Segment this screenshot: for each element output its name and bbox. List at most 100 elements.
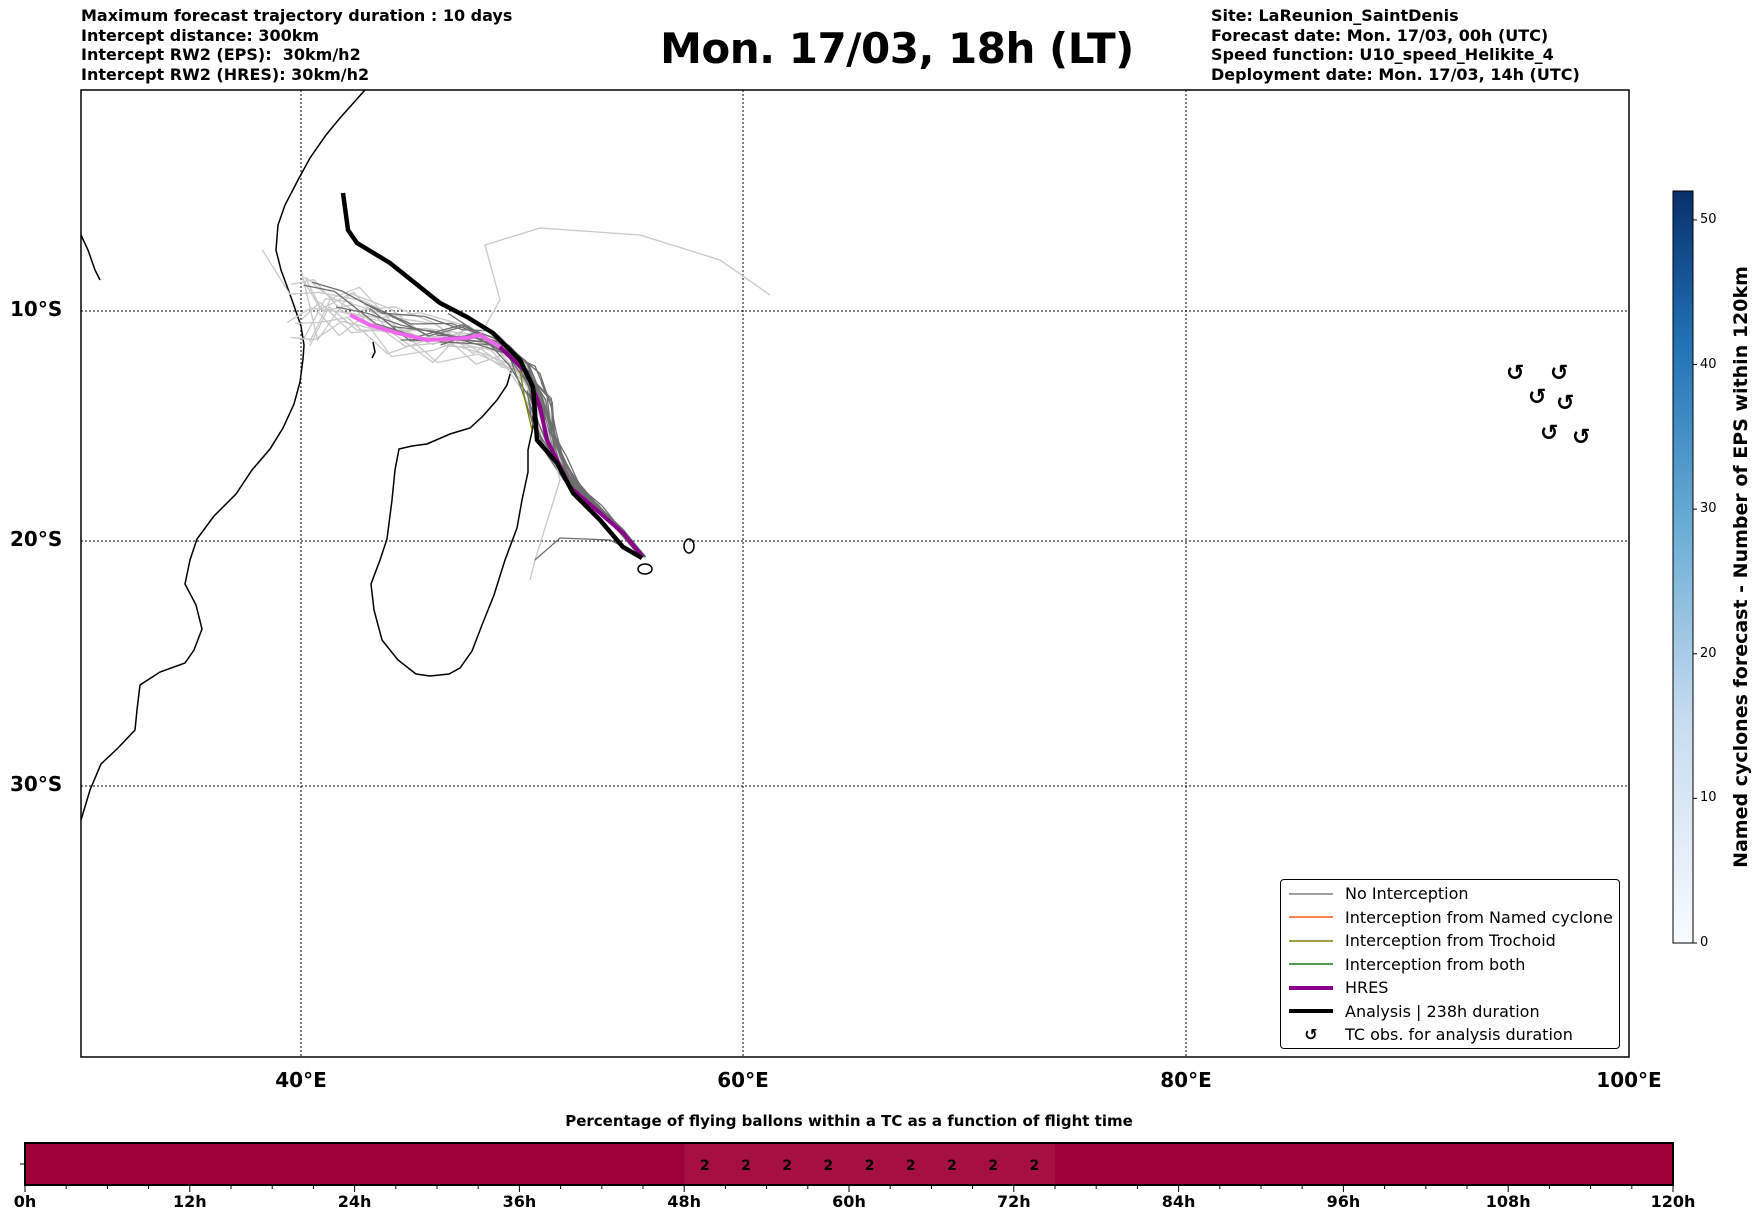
flight-bar-cell: [849, 1144, 891, 1184]
colorbar-tick-label: 10: [1700, 790, 1717, 806]
legend-item-trochoid: Interception from Trochoid: [1281, 929, 1619, 953]
header-left: Maximum forecast trajectory duration : 1…: [81, 6, 512, 84]
flight-bar-cell-value: 2: [947, 1158, 957, 1174]
legend-item-hres: HRES: [1281, 976, 1619, 1000]
flight-bar-cell-value: 2: [741, 1158, 751, 1174]
legend-label: HRES: [1345, 978, 1389, 998]
flight-bar-cell: [931, 1144, 973, 1184]
flight-bar-tick-label: 48h: [667, 1192, 702, 1211]
tc-obs-icon: ↺: [1556, 391, 1574, 416]
colorbar-tick-label: 20: [1700, 645, 1717, 661]
flight-bar-title: Percentage of flying ballons within a TC…: [565, 1112, 1133, 1130]
flight-bar-cell-value: 2: [865, 1158, 875, 1174]
header-line: Speed function: U10_speed_Helikite_4: [1211, 45, 1554, 64]
flight-bar-tick-label: 72h: [996, 1192, 1031, 1211]
colorbar-tick-label: 30: [1700, 501, 1717, 517]
flight-bar-tick-label: 12h: [172, 1192, 207, 1211]
legend-item-both: Interception from both: [1281, 953, 1619, 977]
flight-bar-cell-value: 2: [906, 1158, 916, 1174]
ensemble-trajectory: [474, 337, 647, 558]
tc-obs-icon: ↺: [1540, 421, 1558, 446]
legend: No Interception Interception from Named …: [1280, 879, 1620, 1049]
africa-coastline: [80, 89, 366, 821]
gridlines: [81, 90, 1629, 1057]
lon-label-80e: 80°E: [1160, 1068, 1212, 1092]
flight-bar-tick-label: 120h: [1650, 1192, 1696, 1211]
legend-label: Analysis | 238h duration: [1345, 1001, 1540, 1021]
flight-bar-cell: [1013, 1144, 1055, 1184]
flight-bar-cell: [890, 1144, 932, 1184]
lon-label-60e: 60°E: [717, 1068, 769, 1092]
colorbar-label: Named cyclones forecast - Number of EPS …: [1730, 266, 1752, 868]
ensemble-trajectory: [479, 227, 771, 336]
tc-observations: ↺ ↺ ↺ ↺ ↺ ↺: [1506, 361, 1590, 450]
tc-obs-icon: ↺: [1572, 425, 1590, 450]
colorbar: [1672, 190, 1694, 944]
flight-bar-cell-value: 2: [1030, 1158, 1040, 1174]
comoros: [371, 341, 376, 359]
legend-label: TC obs. for analysis duration: [1345, 1025, 1573, 1045]
ensemble-trajectory-trochoid: [519, 369, 533, 431]
tc-obs-icon: ↺: [1506, 361, 1524, 386]
colorbar-tick-label: 50: [1700, 211, 1717, 227]
tc-obs-icon: ↺: [1550, 361, 1568, 386]
colorbar-tick-label: 40: [1700, 356, 1717, 372]
lon-label-100e: 100°E: [1596, 1068, 1662, 1092]
flight-bar-cell: [807, 1144, 849, 1184]
header-line: Intercept RW2 (HRES): 30km/h2: [81, 64, 370, 84]
header-line: Forecast date: Mon. 17/03, 00h (UTC): [1211, 25, 1549, 45]
header-line: Intercept distance: 300km: [81, 25, 320, 45]
flight-bar-cell-value: 2: [782, 1158, 792, 1174]
mauritius-island: [683, 538, 695, 554]
flight-bar-tick-label: 60h: [832, 1192, 866, 1211]
flight-bar-cell-value: 2: [988, 1158, 998, 1174]
ensemble-trajectories: [261, 227, 771, 581]
flight-bar-cell-value: 2: [824, 1158, 834, 1174]
colorbar-ticks: [1693, 219, 1697, 944]
lat-label-20s: 20°S: [10, 527, 63, 551]
header-right: Site: LaReunion_SaintDenis Forecast date…: [1211, 6, 1580, 84]
map-frame: [80, 89, 1630, 1058]
header-line: Maximum forecast trajectory duration : 1…: [81, 6, 513, 25]
flight-bar-tick-label: 108h: [1485, 1192, 1531, 1211]
legend-label: Interception from Named cyclone: [1345, 907, 1613, 927]
legend-item-no-interception: No Interception: [1281, 882, 1619, 906]
ensemble-trajectory: [335, 306, 646, 558]
flight-bar-tick-label: 84h: [1161, 1192, 1196, 1211]
flight-bar-cell: [684, 1144, 726, 1184]
flight-bar-cell: [766, 1144, 808, 1184]
flight-bar-cell: [725, 1144, 767, 1184]
colorbar-tick-label: 0: [1700, 935, 1709, 950]
ensemble-trajectory: [261, 249, 644, 558]
ensemble-trajectory: [295, 316, 645, 558]
legend-label: Interception from Trochoid: [1345, 931, 1556, 951]
reunion-island: [637, 563, 653, 575]
flight-bar-ticks: [24, 1185, 1674, 1192]
legend-item-tc-obs: ↺ TC obs. for analysis duration: [1281, 1023, 1619, 1047]
lat-label-30s: 30°S: [10, 772, 63, 796]
legend-item-named-cyclone: Interception from Named cyclone: [1281, 906, 1619, 930]
flight-bar-cells: 2 2 2 2 2 2 2 2 2: [684, 1144, 1055, 1184]
ensemble-trajectory: [540, 382, 642, 558]
lon-label-40e: 40°E: [275, 1068, 327, 1092]
legend-label: Interception from both: [1345, 954, 1526, 974]
analysis-trajectory: [340, 192, 644, 560]
flight-bar-cell-value: 2: [700, 1158, 710, 1174]
flight-bar-tick-label: 0h: [13, 1192, 37, 1211]
page-title: Mon. 17/03, 18h (LT): [660, 24, 1134, 73]
flight-bar-tick-label: 96h: [1326, 1192, 1361, 1211]
tc-obs-icon: ↺: [1304, 1025, 1318, 1045]
legend-item-analysis: Analysis | 238h duration: [1281, 1000, 1619, 1024]
flight-bar-cell: [972, 1144, 1014, 1184]
lat-label-10s: 10°S: [10, 297, 63, 321]
ensemble-trajectory: [382, 310, 645, 558]
madagascar-coastline: [370, 357, 534, 677]
legend-label: No Interception: [1345, 884, 1469, 904]
arabia-coast: [80, 234, 101, 281]
header-line: Site: LaReunion_SaintDenis: [1211, 6, 1459, 25]
tc-obs-icon: ↺: [1528, 385, 1546, 410]
header-line: Deployment date: Mon. 17/03, 14h (UTC): [1211, 64, 1580, 84]
header-line: Intercept RW2 (EPS): 30km/h2: [81, 45, 361, 64]
